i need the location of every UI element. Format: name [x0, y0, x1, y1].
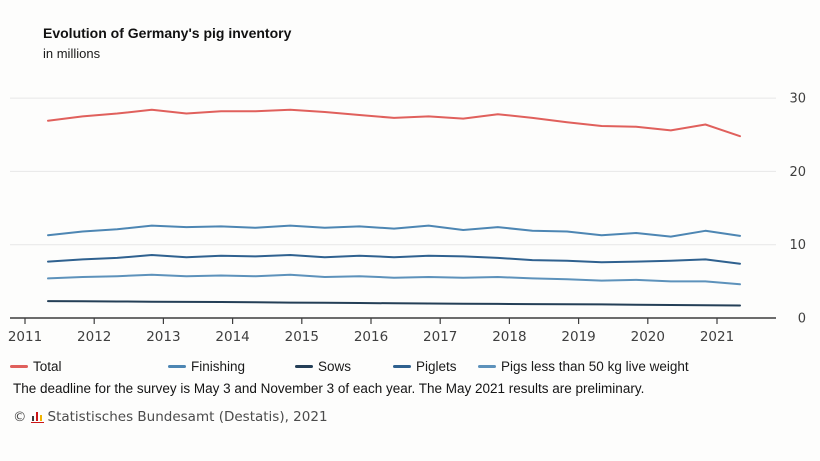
source-text: Statistisches Bundesamt (Destatis), 2021 — [47, 409, 328, 425]
legend-label-piglets: Piglets — [416, 358, 457, 374]
x-axis-label-2021: 2021 — [700, 329, 734, 345]
legend-item-finishing: Finishing — [168, 358, 245, 374]
y-axis-label-20: 20 — [789, 165, 806, 180]
legend-item-piglets: Piglets — [393, 358, 457, 374]
x-axis-label-2014: 2014 — [215, 329, 249, 345]
x-axis-label-2017: 2017 — [423, 329, 457, 345]
legend-label-sows: Sows — [318, 358, 352, 374]
x-axis-label-2015: 2015 — [285, 329, 319, 345]
x-axis-label-2013: 2013 — [146, 329, 180, 345]
series-line-sows — [47, 300, 741, 307]
legend-swatch-total — [10, 364, 28, 368]
chart-subtitle: in millions — [43, 46, 101, 61]
chart-title: Evolution of Germany's pig inventory — [43, 25, 292, 41]
legend-swatch-finishing — [168, 364, 186, 368]
legend-swatch-sows — [295, 364, 313, 368]
series-line-finishing — [47, 224, 741, 238]
series-line-piglets — [47, 254, 741, 265]
series-line-total — [47, 108, 741, 138]
y-axis-label-30: 30 — [789, 92, 806, 107]
legend-label-pigs_less_50kg: Pigs less than 50 kg live weight — [501, 358, 689, 374]
x-axis-label-2011: 2011 — [8, 329, 42, 345]
legend-item-sows: Sows — [295, 358, 351, 374]
x-axis-label-2012: 2012 — [77, 329, 111, 345]
y-axis-label-0: 0 — [798, 312, 806, 327]
x-axis-label-2016: 2016 — [354, 329, 388, 345]
legend-label-total: Total — [33, 358, 62, 374]
legend-swatch-pigs_less_50kg — [478, 364, 496, 368]
chart-footnote: The deadline for the survey is May 3 and… — [13, 381, 645, 396]
legend-item-total: Total — [10, 358, 62, 374]
x-axis-label-2019: 2019 — [561, 329, 595, 345]
copyright-symbol: © — [13, 409, 27, 425]
legend-swatch-piglets — [393, 364, 411, 368]
legend-label-finishing: Finishing — [191, 358, 246, 374]
x-axis-label-2018: 2018 — [492, 329, 526, 345]
chart-legend: Total Finishing Sows Piglets Pigs less than … — [0, 358, 820, 374]
source-line: © Statistisches Bundesamt (Destatis), 20… — [13, 409, 328, 425]
destatis-barchart-icon — [30, 411, 44, 423]
legend-item-pigs_less_50kg: Pigs less than 50 kg live weight — [478, 358, 689, 374]
x-axis-label-2020: 2020 — [631, 329, 665, 345]
pig-inventory-line-chart: 0 10 20 30 2011 2012 2013 2014 2015 2016 2017 2018 2… — [8, 92, 806, 345]
series-line-pigs_less_50kg — [47, 273, 741, 286]
y-axis-label-10: 10 — [789, 238, 806, 253]
